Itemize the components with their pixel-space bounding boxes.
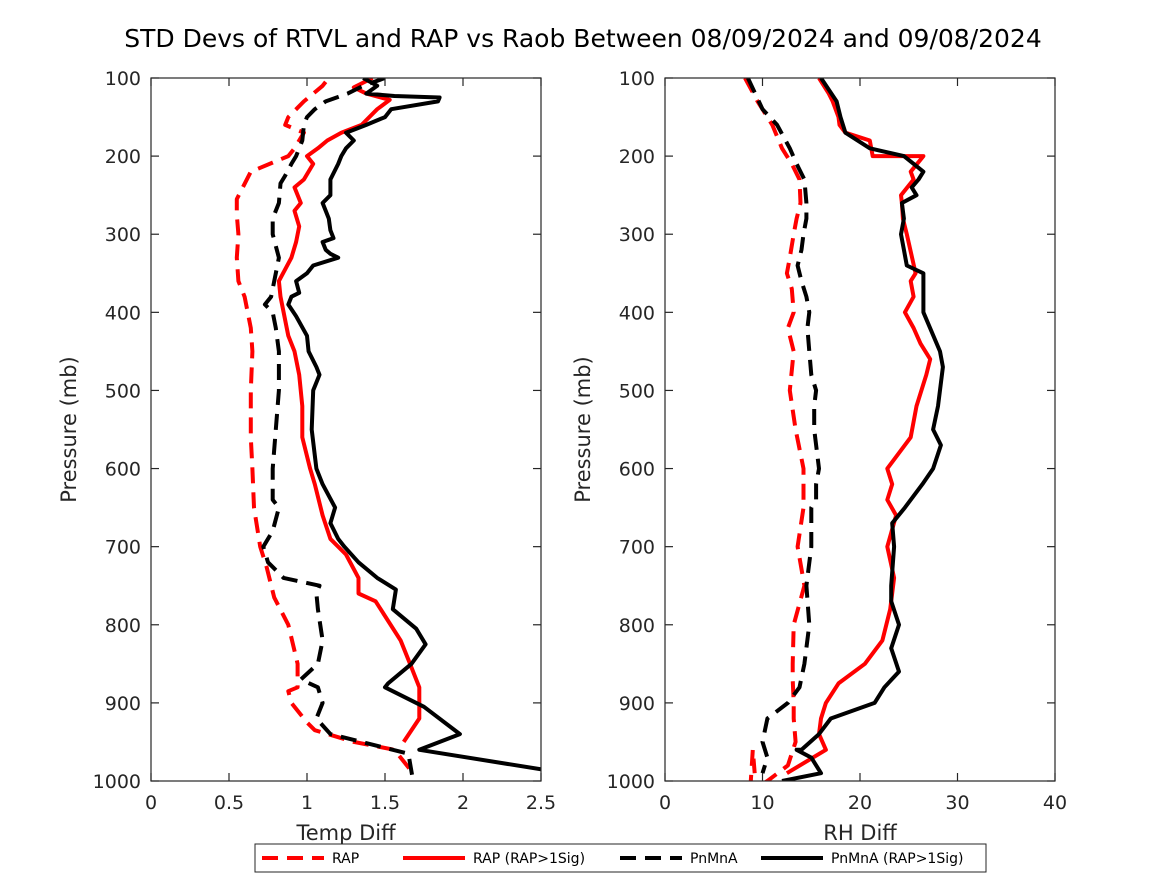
series-line-pnmna — [746, 78, 821, 774]
x-tick-label: 1.5 — [370, 792, 400, 814]
y-tick-label: 600 — [619, 459, 655, 481]
y-tick-label: 100 — [619, 68, 655, 90]
series-line-rap-rap-1sig — [785, 78, 933, 775]
y-tick-label: 700 — [619, 537, 655, 559]
x-tick-label: 0.5 — [214, 792, 244, 814]
y-tick-label: 400 — [619, 302, 655, 324]
x-tick-label: 0 — [145, 792, 157, 814]
x-tick-label: 2.5 — [526, 792, 556, 814]
y-tick-label: 400 — [105, 302, 141, 324]
y-tick-label: 600 — [105, 459, 141, 481]
legend-label: RAP — [332, 851, 359, 867]
x-tick-label: 2 — [457, 792, 469, 814]
x-tick-label: 40 — [1043, 792, 1067, 814]
series-line-rap — [743, 78, 807, 781]
series-line-rap — [234, 80, 415, 775]
x-tick-label: 0 — [659, 792, 671, 814]
y-axis-label: Pressure (mb) — [57, 356, 81, 503]
y-tick-label: 300 — [619, 224, 655, 246]
y-tick-label: 1000 — [607, 771, 655, 793]
x-tick-label: 20 — [848, 792, 872, 814]
x-tick-label: 30 — [945, 792, 969, 814]
series-group — [234, 78, 541, 781]
axes-box — [150, 77, 542, 782]
y-tick-label: 900 — [105, 693, 141, 715]
y-tick-label: 300 — [105, 224, 141, 246]
legend-label: PnMnA (RAP>1Sig) — [831, 851, 963, 867]
y-tick-label: 1000 — [93, 771, 141, 793]
panel-2: 0 10 20 30 40 100 200 300 400 500 600 700 800 900 1000… — [571, 68, 1067, 845]
y-tick-label: 800 — [619, 615, 655, 637]
legend-label: RAP (RAP>1Sig) — [473, 851, 585, 867]
panel-1: 0 0.5 1 1.5 2 2.5 100 200 300 400 500 600 700 800 900 1… — [57, 68, 556, 845]
x-axis-label: Temp Diff — [295, 821, 396, 845]
y-tick-label: 700 — [105, 537, 141, 559]
y-tick-label: 800 — [105, 615, 141, 637]
series-line-pnmna-rap-1sig — [781, 78, 945, 781]
legend: RAP RAP (RAP>1Sig) PnMnA PnMnA (RAP>1Sig) — [254, 843, 987, 873]
y-tick-label: 500 — [105, 380, 141, 402]
axes-box — [664, 77, 1056, 782]
y-tick-label: 500 — [619, 380, 655, 402]
y-tick-label: 200 — [105, 146, 141, 168]
x-axis-label: RH Diff — [823, 821, 897, 845]
chart-title: STD Devs of RTVL and RAP vs Raob Between… — [124, 24, 1042, 53]
y-axis-label: Pressure (mb) — [571, 356, 595, 503]
y-tick-label: 900 — [619, 693, 655, 715]
y-tick-label: 100 — [105, 68, 141, 90]
x-tick-label: 1 — [301, 792, 313, 814]
y-tick-label: 200 — [619, 146, 655, 168]
panels: 0 0.5 1 1.5 2 2.51002003004005006007008009001… — [57, 68, 1067, 845]
series-group — [743, 78, 945, 781]
series-line-pnmna — [261, 78, 416, 781]
series-line-rap-rap-1sig — [276, 78, 422, 744]
series-line-pnmna-rap-1sig — [286, 78, 541, 772]
x-tick-label: 10 — [750, 792, 774, 814]
legend-label: PnMnA — [690, 851, 738, 867]
